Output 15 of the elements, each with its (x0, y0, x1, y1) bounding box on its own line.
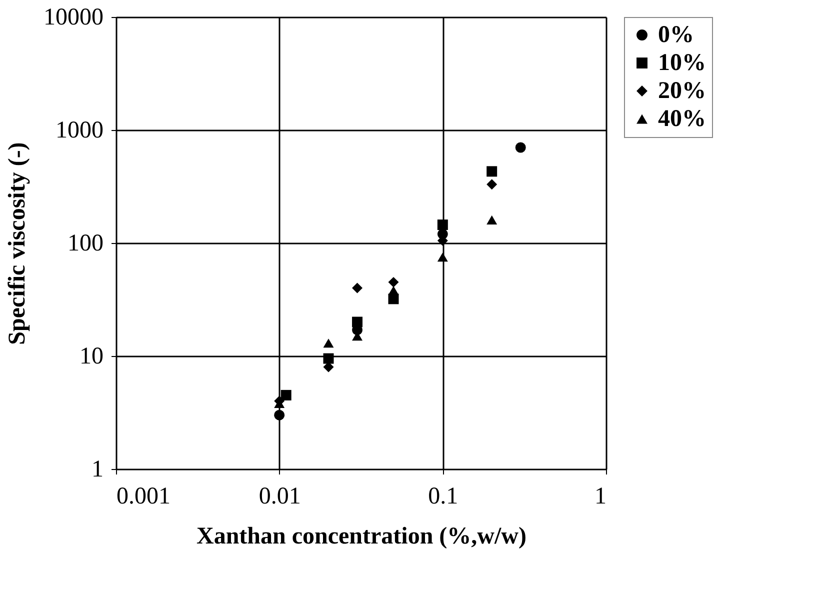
legend-label: 10% (658, 50, 706, 76)
legend-label: 0% (658, 22, 694, 48)
y-tick-label: 1000 (56, 118, 104, 144)
x-tick-label: 0.1 (428, 484, 458, 510)
x-tick-label: 0.01 (258, 484, 301, 510)
y-tick-label: 100 (68, 230, 104, 256)
y-tick-label: 10 (80, 344, 104, 370)
legend-label: 20% (658, 78, 706, 104)
x-tick-label: 0.001 (116, 484, 170, 510)
y-tick-label: 10000 (44, 4, 104, 30)
y-tick-label: 1 (92, 456, 104, 482)
x-tick-label: 1 (594, 484, 606, 510)
legend-label: 40% (658, 106, 706, 132)
x-axis-title: Xanthan concentration (%,w/w) (196, 524, 526, 550)
y-axis-title: Specific viscosity (-) (4, 142, 30, 345)
